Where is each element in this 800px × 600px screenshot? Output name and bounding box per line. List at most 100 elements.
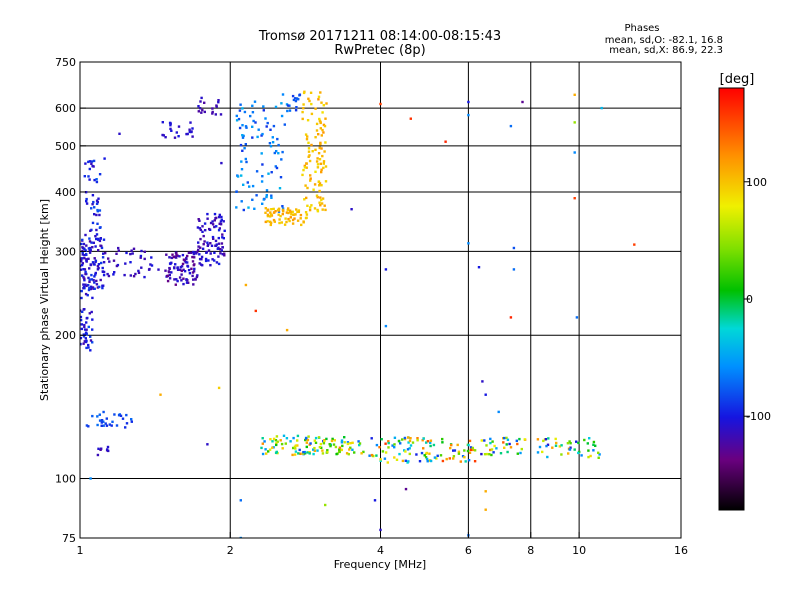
data-point — [429, 441, 432, 444]
data-point — [373, 499, 377, 502]
data-point — [99, 237, 102, 240]
data-point — [200, 255, 204, 259]
data-point — [573, 197, 576, 200]
data-point — [295, 208, 298, 211]
data-point — [280, 221, 283, 224]
data-point — [211, 220, 214, 223]
data-point — [101, 286, 104, 290]
data-point — [541, 450, 544, 454]
data-point — [588, 437, 591, 440]
data-point — [83, 257, 86, 260]
data-point — [306, 204, 309, 207]
data-point — [322, 162, 325, 165]
data-point — [130, 249, 133, 252]
data-point — [89, 477, 92, 480]
data-point — [296, 219, 300, 222]
y-tick-label: 200 — [55, 329, 76, 342]
data-point — [301, 110, 304, 114]
data-point — [220, 161, 223, 165]
data-point — [436, 454, 439, 457]
data-point — [90, 241, 93, 244]
data-point — [512, 246, 516, 250]
data-point — [503, 436, 506, 440]
grid-lines — [80, 62, 681, 538]
data-point — [182, 277, 185, 280]
data-point — [93, 206, 96, 209]
data-point — [102, 410, 105, 414]
data-point — [90, 207, 93, 210]
data-point — [313, 449, 316, 452]
data-point — [97, 197, 100, 200]
data-point — [269, 211, 272, 214]
data-point — [217, 262, 221, 266]
colorbar-tick-label: -100 — [746, 410, 771, 423]
data-point — [84, 272, 87, 276]
data-point — [411, 441, 415, 444]
data-point — [198, 107, 202, 110]
y-axis-ticks: 75 100 200 300 400 500 600 750 — [55, 56, 86, 545]
data-point — [503, 446, 506, 449]
data-point — [84, 340, 88, 344]
data-point — [495, 447, 498, 450]
data-point — [493, 444, 496, 448]
data-point — [523, 438, 526, 441]
data-point — [333, 439, 336, 442]
data-point — [195, 275, 199, 279]
data-point — [441, 437, 444, 441]
data-point — [421, 439, 424, 442]
data-point — [279, 439, 282, 442]
data-point — [80, 342, 82, 346]
data-point — [178, 255, 181, 258]
data-point — [81, 251, 84, 254]
data-point — [468, 451, 472, 454]
data-point — [209, 264, 212, 267]
data-point — [80, 258, 83, 262]
data-point — [309, 179, 312, 182]
data-point — [349, 446, 352, 449]
data-point — [325, 102, 328, 105]
data-point — [91, 286, 95, 289]
data-point — [80, 309, 82, 312]
data-point — [312, 448, 315, 451]
data-point — [471, 448, 475, 452]
data-point — [435, 457, 438, 460]
data-point — [98, 419, 102, 422]
data-point — [91, 246, 94, 249]
x-axis-ticks: 1 2 4 6 8 10 16 — [77, 532, 688, 557]
data-point — [90, 310, 93, 314]
x-axis-label: Frequency [MHz] — [334, 558, 426, 571]
data-point — [351, 441, 354, 444]
data-point — [212, 237, 215, 240]
data-point — [204, 229, 207, 232]
data-point — [168, 262, 172, 265]
data-point — [300, 223, 303, 227]
data-point — [175, 254, 178, 257]
data-point — [281, 447, 284, 450]
data-point — [340, 439, 344, 442]
data-point — [416, 439, 419, 442]
data-point — [282, 210, 285, 213]
y-tick-label: 300 — [55, 245, 76, 258]
data-point — [275, 442, 278, 445]
data-point — [102, 273, 106, 277]
data-point — [194, 251, 197, 254]
data-point — [592, 449, 595, 452]
data-point — [95, 228, 98, 232]
data-point — [384, 268, 388, 271]
data-point — [281, 93, 285, 96]
data-point — [254, 121, 257, 124]
data-point — [235, 119, 239, 122]
data-point — [84, 233, 87, 237]
data-point — [198, 253, 201, 256]
data-point — [289, 440, 292, 443]
data-point — [347, 453, 350, 456]
data-point — [100, 246, 104, 250]
data-point — [102, 420, 105, 423]
data-points — [80, 90, 636, 538]
data-point — [318, 117, 321, 121]
data-point — [176, 268, 180, 271]
data-point — [317, 133, 320, 136]
data-point — [112, 259, 116, 262]
data-point — [112, 273, 115, 276]
data-point — [310, 112, 314, 116]
